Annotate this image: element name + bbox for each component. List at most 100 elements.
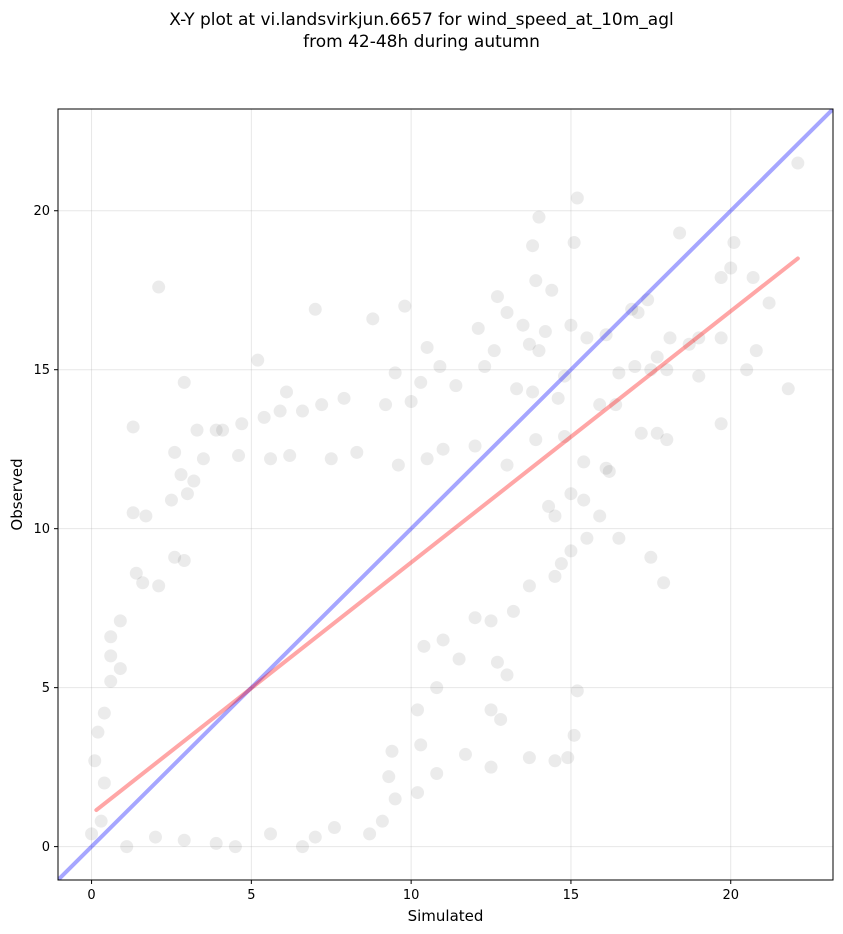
data-point — [433, 360, 447, 374]
data-point — [228, 840, 242, 854]
data-point — [420, 452, 434, 466]
data-point — [375, 814, 389, 828]
data-point — [308, 302, 322, 316]
data-point — [727, 236, 741, 250]
data-point — [452, 652, 466, 666]
data-point — [577, 455, 591, 469]
data-point — [673, 226, 687, 240]
data-point — [104, 630, 118, 644]
data-point — [337, 391, 351, 405]
data-point — [526, 239, 540, 253]
data-point — [94, 814, 108, 828]
data-point — [324, 452, 338, 466]
data-point — [471, 321, 485, 335]
data-point — [650, 426, 664, 440]
data-point — [264, 827, 278, 841]
data-point — [350, 445, 364, 459]
data-point — [625, 302, 639, 316]
data-point — [644, 550, 658, 564]
data-point — [430, 681, 444, 695]
data-point — [388, 792, 402, 806]
data-point — [628, 360, 642, 374]
data-point — [644, 363, 658, 377]
y-tick-label: 5 — [42, 681, 50, 696]
data-point — [545, 283, 559, 297]
data-point — [487, 344, 501, 358]
data-point — [174, 468, 188, 482]
data-point — [714, 331, 728, 345]
data-point — [682, 337, 696, 351]
data-point — [564, 487, 578, 501]
data-point — [567, 236, 581, 250]
data-point — [593, 509, 607, 523]
data-point — [280, 385, 294, 399]
data-point — [714, 271, 728, 285]
data-point — [85, 827, 99, 841]
data-point — [308, 830, 322, 844]
data-point — [781, 382, 795, 396]
data-point — [714, 417, 728, 431]
data-point — [126, 420, 140, 434]
data-point — [660, 363, 674, 377]
data-point — [740, 363, 754, 377]
data-point — [490, 655, 504, 669]
data-point — [264, 452, 278, 466]
data-point — [522, 337, 536, 351]
data-point — [660, 433, 674, 447]
data-point — [209, 836, 223, 850]
data-point — [609, 398, 623, 412]
plot-frame — [57, 108, 834, 881]
data-point — [235, 417, 249, 431]
data-point — [500, 305, 514, 319]
data-point — [468, 439, 482, 453]
data-point — [382, 770, 396, 784]
data-point — [468, 611, 482, 625]
data-point — [104, 674, 118, 688]
data-point — [120, 840, 134, 854]
data-point — [104, 649, 118, 663]
data-point — [593, 398, 607, 412]
x-tick-label: 20 — [722, 888, 739, 903]
x-tick-label: 10 — [403, 888, 420, 903]
data-point — [612, 366, 626, 380]
data-point — [570, 191, 584, 205]
data-point — [510, 382, 524, 396]
data-point — [791, 156, 805, 170]
data-point — [548, 569, 562, 583]
data-point — [196, 452, 210, 466]
data-point — [398, 299, 412, 313]
data-point — [190, 423, 204, 437]
data-point — [168, 550, 182, 564]
data-point — [650, 350, 664, 364]
data-point — [273, 404, 287, 418]
data-point — [634, 426, 648, 440]
data-point — [522, 579, 536, 593]
grid — [58, 109, 833, 880]
data-point — [187, 474, 201, 488]
data-point — [88, 754, 102, 768]
data-point — [532, 210, 546, 224]
data-point — [379, 398, 393, 412]
data-point — [388, 366, 402, 380]
data-point — [404, 395, 418, 409]
data-point — [113, 614, 127, 628]
data-point — [567, 728, 581, 742]
data-point — [526, 385, 540, 399]
data-point — [692, 331, 706, 345]
data-point — [564, 318, 578, 332]
data-point — [91, 725, 105, 739]
data-point — [724, 261, 738, 275]
data-point — [542, 499, 556, 513]
data-point — [599, 461, 613, 475]
data-point — [612, 531, 626, 545]
data-point — [484, 760, 498, 774]
data-point — [749, 344, 763, 358]
data-point — [478, 360, 492, 374]
data-point — [554, 557, 568, 571]
data-point — [216, 423, 230, 437]
data-point — [436, 442, 450, 456]
data-point — [449, 379, 463, 393]
data-point — [327, 821, 341, 835]
data-point — [177, 553, 191, 567]
data-point — [663, 331, 677, 345]
